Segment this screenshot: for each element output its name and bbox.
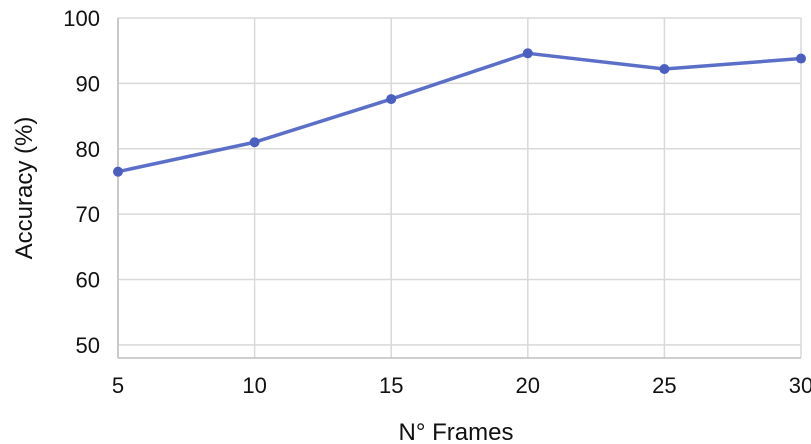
x-tick-label-15: 15 — [379, 373, 403, 398]
y-tick-label-70: 70 — [76, 202, 100, 227]
tick-labels: 50 60 70 80 90 100 5 10 15 20 25 30 — [63, 6, 811, 398]
y-tick-label-60: 60 — [76, 268, 100, 293]
data-point-30 — [796, 53, 806, 64]
x-tick-label-5: 5 — [112, 373, 124, 398]
grid — [117, 17, 802, 358]
data-point-25 — [659, 64, 670, 74]
x-tick-label-25: 25 — [652, 373, 676, 398]
x-tick-label-10: 10 — [242, 373, 266, 398]
data-point-15 — [386, 94, 397, 105]
data-point-10 — [249, 137, 260, 148]
data-point-20 — [522, 48, 533, 59]
axes — [117, 18, 801, 359]
x-axis-title: N° Frames — [399, 419, 514, 444]
y-tick-label-90: 90 — [76, 71, 100, 96]
y-tick-label-80: 80 — [76, 137, 100, 162]
x-tick-label-20: 20 — [516, 373, 540, 398]
y-tick-label-100: 100 — [63, 6, 100, 31]
y-tick-label-50: 50 — [76, 333, 100, 358]
series-line-0 — [117, 51, 802, 174]
y-axis-title: Accuracy (%) — [11, 117, 38, 260]
series-accuracy — [113, 48, 806, 177]
data-point-5 — [113, 166, 123, 177]
x-tick-label-30: 30 — [789, 373, 811, 398]
